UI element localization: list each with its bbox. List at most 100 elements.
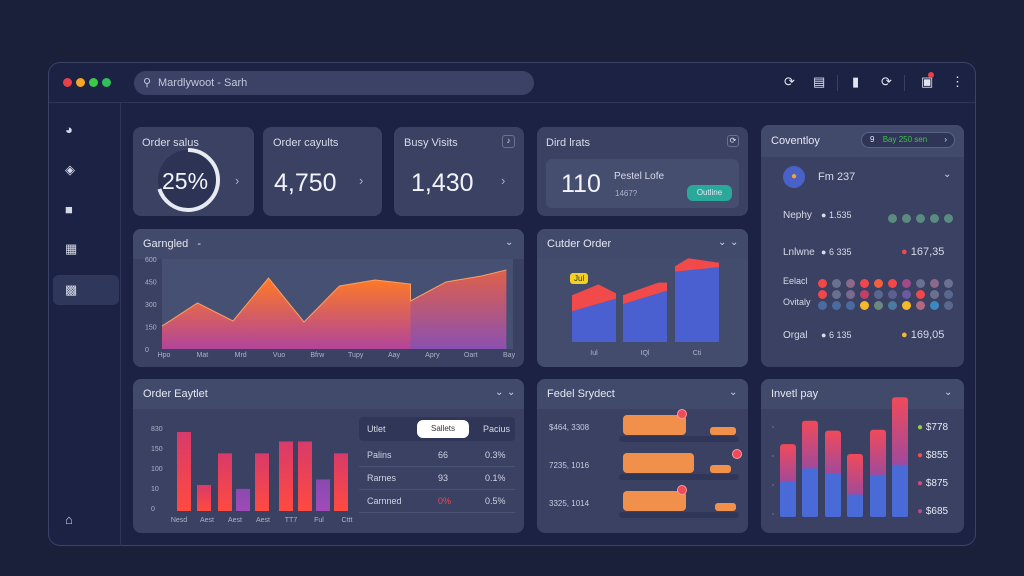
analytics-icon: ◈ <box>65 162 75 177</box>
kpi-title: Order salus <box>142 137 199 149</box>
period-selector[interactable]: 9 Bay 250 sen › <box>861 132 955 148</box>
bar-segment-bottom <box>825 473 841 517</box>
grid-dot <box>930 279 939 288</box>
progress-bar <box>623 415 687 435</box>
row-label: Orgal <box>783 330 808 341</box>
kpi-card-busy-visits[interactable]: Busy Visits ♪ 1,430 › <box>394 127 524 216</box>
grid-dot <box>818 301 827 310</box>
bar <box>279 441 293 511</box>
outline-button[interactable]: Outline <box>687 185 732 201</box>
red-band <box>675 258 719 272</box>
table-row[interactable]: Carnned 0% 0.5% <box>359 490 515 513</box>
x-tick-label: IQl <box>641 350 650 357</box>
area-chart: 600 450 300 150 0 Hpo Mat Mrd Vuo Bfrw Tupy Aay Apry… <box>145 257 516 359</box>
chevron-down-icon[interactable]: ⌄ <box>729 387 738 398</box>
sidebar-item-user[interactable]: ■ <box>53 195 119 225</box>
close-window-button[interactable] <box>63 78 72 87</box>
y-tick-label: 100 <box>151 466 163 473</box>
refresh-icon[interactable]: ⟳ <box>727 135 739 147</box>
more-icon[interactable]: ⋮ <box>951 74 964 89</box>
bar-segment-top <box>825 430 841 478</box>
minimize-window-button[interactable] <box>76 78 85 87</box>
x-tick-label: Aest <box>200 517 214 524</box>
row-amount: 167,35 <box>910 246 945 258</box>
legend-dot: ● <box>917 506 924 517</box>
grid-dot <box>846 279 855 288</box>
kpi-card-order-sales[interactable]: Order salus 25% › <box>133 127 254 216</box>
x-tick-label: Apry <box>425 352 440 359</box>
sidebar-item-dashboard[interactable]: ◕ <box>53 115 119 145</box>
chevron-right-icon[interactable]: › <box>359 173 364 188</box>
clipboard-icon[interactable]: ▤ <box>813 74 826 89</box>
stat-value: 110 <box>561 170 601 198</box>
column-header[interactable]: Pacius <box>483 424 511 434</box>
table-row[interactable]: Palins 66 0.3% <box>359 444 515 467</box>
x-tick-label: Mrd <box>235 352 247 359</box>
user-icon: ■ <box>65 202 73 217</box>
maximize-window-button[interactable] <box>89 78 98 87</box>
chevron-down-icon[interactable]: ⌄ <box>730 237 739 248</box>
sidebar: ◕ ◈ ■ ▦ ▩ ⌂ <box>49 103 121 546</box>
red-band <box>572 284 616 312</box>
status-dot <box>930 214 939 223</box>
y-tick-label: 300 <box>145 302 157 309</box>
search-input[interactable]: ⚲ Mardlywoot - Sarh <box>134 71 534 95</box>
cutder-chart: Iul IQl Cti <box>537 258 748 367</box>
grid-dot <box>860 290 869 299</box>
tab-sallets[interactable]: Sallets <box>417 420 469 438</box>
x-tick-label: Mat <box>197 352 209 359</box>
x-tick-label: Cti <box>693 350 702 357</box>
sidebar-item-reports[interactable]: ▩ <box>53 275 119 305</box>
chevron-down-icon[interactable]: ⌄ <box>944 387 953 398</box>
dird-lrats-card: Dird lrats ⟳ 110 Pestel Lofe 1467? Outli… <box>537 127 748 216</box>
garngled-chart-card: Garngled - ⌄ 600 450 300 150 0 Hpo Mat Mrd Vuo Bf… <box>133 229 524 367</box>
bar <box>197 484 211 511</box>
fullscreen-button[interactable] <box>102 78 111 87</box>
stat-sub: 1467? <box>615 189 638 198</box>
axis-tick <box>772 455 774 457</box>
status-dot <box>944 214 953 223</box>
grid-dot <box>930 290 939 299</box>
info-icon[interactable]: ♪ <box>502 135 515 148</box>
kpi-title: Busy Visits <box>404 137 458 149</box>
x-tick-label: Bfrw <box>310 352 325 359</box>
planet-icon[interactable]: ⟳ <box>784 74 795 89</box>
column-header[interactable]: Utlet <box>367 424 386 434</box>
sidebar-item-inventory[interactable]: ▦ <box>53 234 119 264</box>
legend-value: $685 <box>925 506 949 517</box>
avatar[interactable]: ● <box>783 166 805 188</box>
y-tick-label: 10 <box>151 486 159 493</box>
chevron-down-icon[interactable]: ⌄ <box>943 169 952 180</box>
row-amount: 169,05 <box>910 329 945 341</box>
chevron-down-icon[interactable]: ⌄ <box>718 237 727 248</box>
chevron-down-icon[interactable]: ⌄ <box>505 237 514 248</box>
grid-dot <box>944 279 953 288</box>
table-row[interactable]: Rarnes 93 0.1% <box>359 467 515 490</box>
x-tick-label: TT7 <box>285 517 298 524</box>
sidebar-item-analytics[interactable]: ◈ <box>53 155 119 185</box>
table-cell: Carnned <box>367 496 402 506</box>
grid-dot <box>846 301 855 310</box>
grid-dot <box>874 301 883 310</box>
kpi-card-order-cayults[interactable]: Order cayults 4,750 › <box>263 127 382 216</box>
bookmark-icon[interactable]: ▮ <box>852 74 860 89</box>
chevron-down-icon[interactable]: ⌄ <box>495 387 504 398</box>
notification-icon[interactable]: ▣ <box>921 72 934 89</box>
chevron-down-icon[interactable]: ⌄ <box>507 387 516 398</box>
reports-icon: ▩ <box>65 282 78 297</box>
status-dot: ● <box>901 329 908 341</box>
progress-ring-fill <box>156 148 220 212</box>
chevron-right-icon[interactable]: › <box>235 173 240 188</box>
card-header: Fedel Srydect <box>537 379 748 409</box>
x-tick-label: Cttt <box>342 517 353 524</box>
fedel-srydect-card: Fedel Srydect ⌄ $464, 3308 7235, 1016 3325… <box>537 379 748 533</box>
card-title: Coventloy <box>771 135 820 147</box>
grid-dot <box>846 290 855 299</box>
grid-label: Ovitaly <box>783 297 811 307</box>
grid-dot <box>902 290 911 299</box>
table-cell: 0.1% <box>485 473 506 483</box>
chevron-right-icon[interactable]: › <box>501 173 506 188</box>
dashboard-icon: ◕ <box>65 122 73 137</box>
sidebar-item-home[interactable]: ⌂ <box>53 505 119 535</box>
refresh-icon[interactable]: ⟳ <box>881 74 892 89</box>
